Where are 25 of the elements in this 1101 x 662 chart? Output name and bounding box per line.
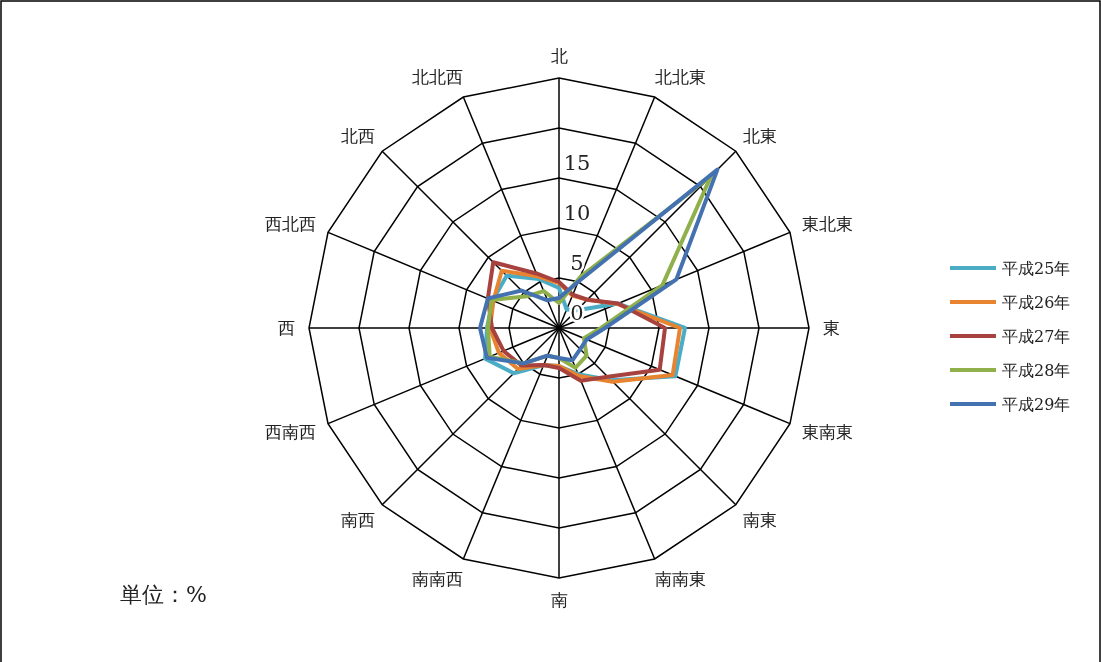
spoke-label: 西南西: [264, 422, 316, 443]
spoke-label: 南西: [340, 510, 375, 531]
spoke-label: 南南東: [655, 569, 707, 590]
y-tick-label: 15: [563, 151, 591, 175]
spoke-label: 北北東: [655, 66, 707, 87]
legend-label: 平成25年: [1002, 258, 1071, 278]
legend-label: 平成29年: [1002, 394, 1071, 414]
spoke-label: 北: [550, 45, 568, 66]
legend-label: 平成27年: [1002, 326, 1071, 346]
spoke-label: 西: [278, 317, 295, 338]
spoke-label: 南南西: [411, 569, 463, 590]
spoke-label: 東南東: [802, 422, 854, 443]
spoke-label: 南: [550, 589, 568, 610]
text: 単位：%: [120, 582, 207, 607]
legend-label: 平成28年: [1002, 360, 1071, 380]
y-tick-label: 10: [563, 201, 591, 225]
spoke-label: 北東: [743, 125, 778, 146]
legend-label: 平成26年: [1002, 292, 1071, 312]
spoke-label: 北西: [340, 125, 375, 146]
y-tick-label: 5: [570, 251, 584, 275]
spoke-label: 東: [823, 317, 840, 338]
spoke-label: 西北西: [264, 213, 316, 234]
spoke-label: 南東: [743, 510, 778, 531]
spoke-label: 北北西: [411, 66, 463, 87]
spoke-label: 東北東: [802, 213, 854, 234]
